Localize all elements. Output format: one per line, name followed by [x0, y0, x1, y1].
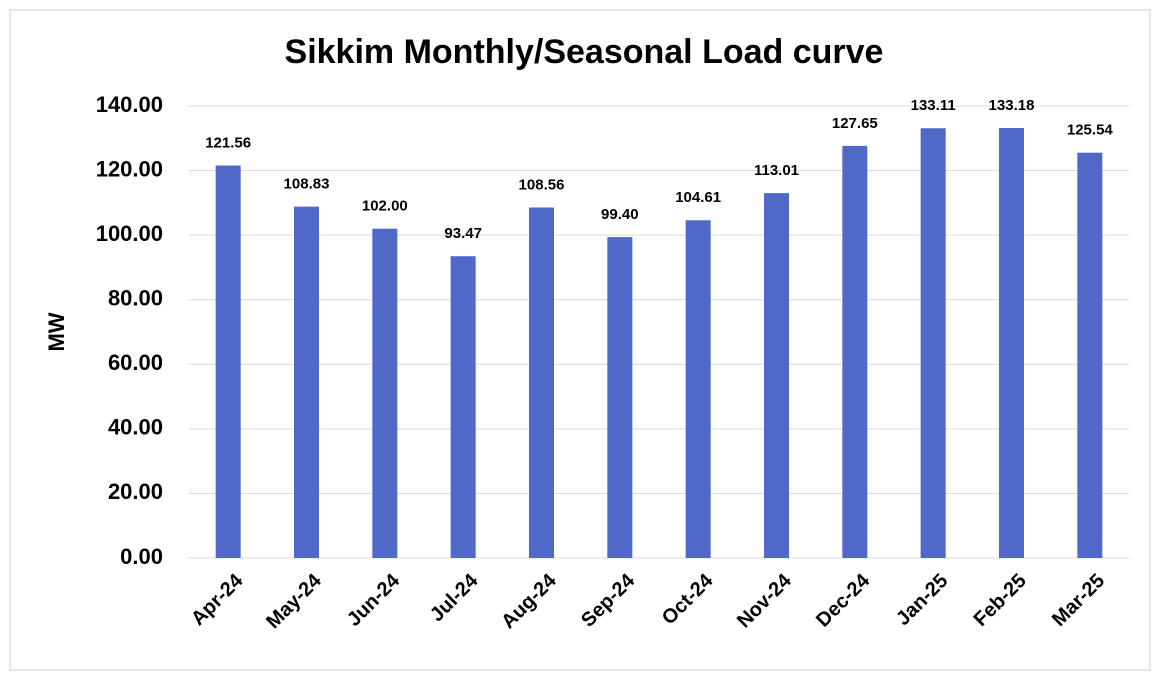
data-label: 127.65 — [832, 115, 878, 132]
y-tick-label: 0.00 — [120, 544, 163, 569]
bar — [215, 165, 241, 558]
bar — [1077, 152, 1103, 558]
data-label: 121.56 — [205, 135, 251, 152]
bar — [294, 206, 319, 558]
y-tick-label: 40.00 — [108, 415, 163, 440]
data-label: 108.83 — [284, 176, 330, 193]
bar — [372, 228, 398, 558]
bar — [764, 193, 789, 558]
data-label: 102.00 — [362, 198, 408, 215]
data-label: 133.18 — [989, 97, 1035, 114]
data-label: 104.61 — [675, 189, 721, 206]
data-label: 125.54 — [1067, 122, 1114, 139]
chart-frame — [9, 9, 1151, 671]
y-tick-label: 140.00 — [96, 92, 163, 117]
bar — [842, 145, 868, 558]
bar — [450, 256, 476, 558]
y-tick-label: 80.00 — [108, 286, 163, 311]
data-label: 99.40 — [601, 206, 639, 223]
data-label: 93.47 — [444, 225, 482, 242]
data-label: 133.11 — [911, 97, 956, 114]
bar — [920, 128, 946, 558]
bar — [685, 220, 711, 558]
bar — [607, 237, 633, 558]
bar — [999, 128, 1024, 558]
y-tick-label: 60.00 — [108, 350, 163, 375]
chart-title: Sikkim Monthly/Seasonal Load curve — [285, 33, 884, 71]
data-label: 108.56 — [519, 176, 565, 193]
y-axis-label: MW — [44, 312, 69, 351]
bar — [529, 207, 554, 558]
y-tick-label: 100.00 — [96, 221, 163, 246]
data-label: 113.01 — [754, 162, 799, 179]
y-tick-label: 120.00 — [96, 156, 163, 181]
y-tick-label: 20.00 — [108, 479, 163, 504]
